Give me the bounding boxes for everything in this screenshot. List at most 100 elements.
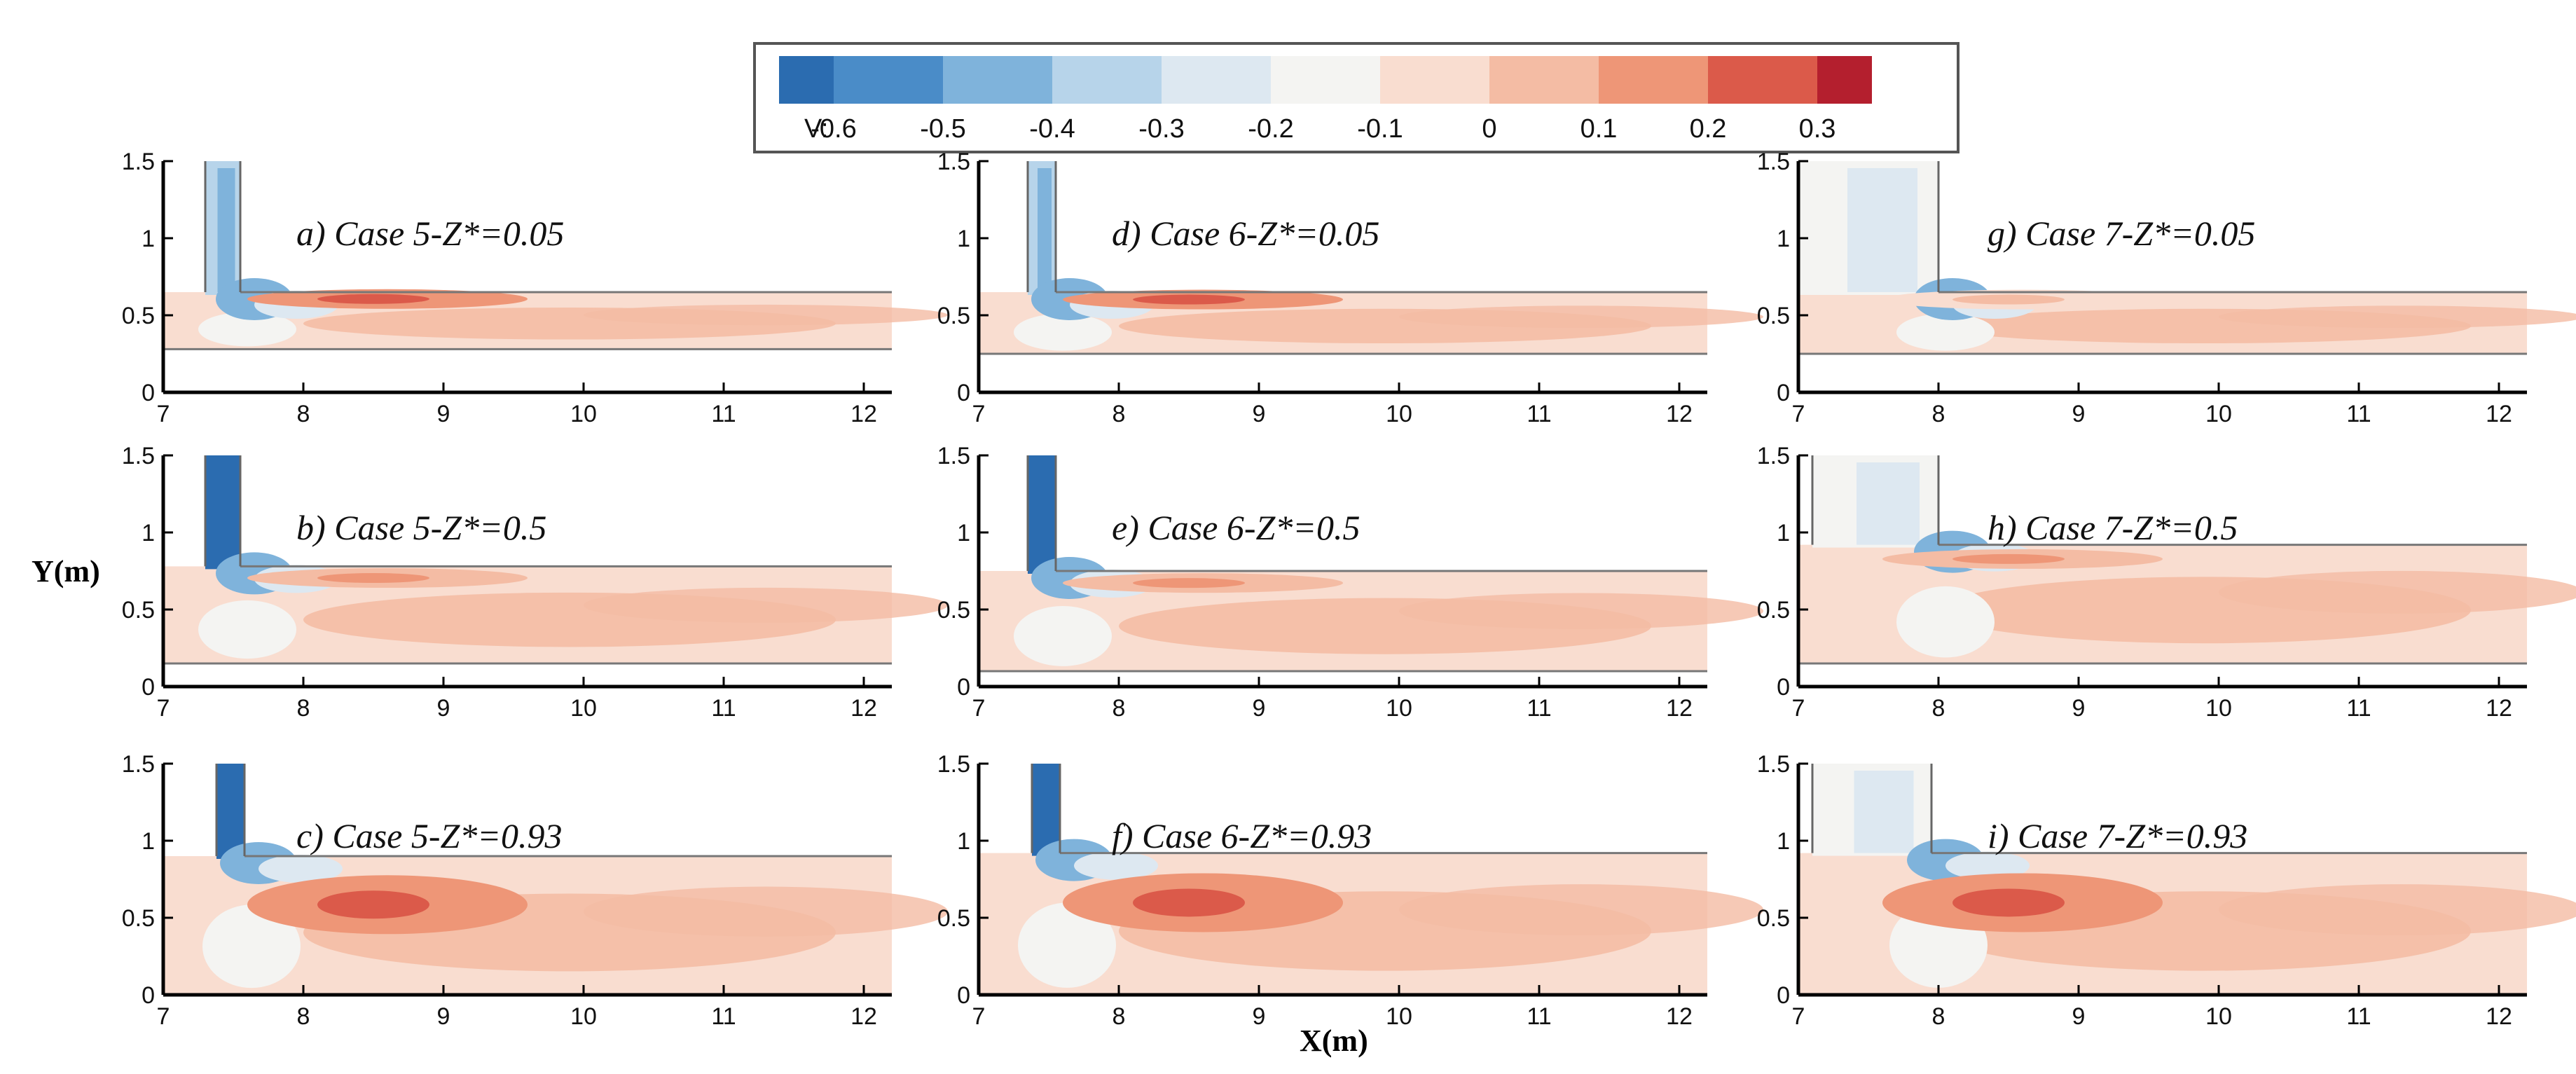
y-tick-label: 1: [957, 226, 970, 252]
x-tick-label: 11: [2346, 1003, 2371, 1030]
x-tick-label: 7: [157, 401, 170, 427]
x-tick-label: 8: [1932, 1003, 1945, 1030]
colorbar-tick-label: 0: [1482, 114, 1496, 144]
positive-blob-core: [1952, 294, 2065, 305]
y-tick-label: 0.5: [122, 905, 155, 932]
colorbar-swatch: [1271, 56, 1380, 104]
x-tick-label: 8: [297, 401, 310, 427]
x-tick-label: 11: [711, 401, 736, 427]
x-tick-label: 7: [157, 695, 170, 722]
y-tick-label: 0.5: [1757, 597, 1790, 624]
y-tick-label: 0: [142, 674, 155, 701]
y-tick-label: 0: [957, 982, 970, 1009]
y-tick-label: 0.5: [1757, 303, 1790, 329]
velocity-band: [584, 886, 948, 937]
x-tick-label: 10: [1386, 695, 1412, 722]
panel-title: e) Case 6-Z*=0.5: [1112, 508, 1361, 547]
colorbar-tick-label: -0.2: [1248, 114, 1293, 144]
x-tick-label: 8: [297, 695, 310, 722]
colorbar: V: -0.6 -0.5 -0.4 -0.3 -0.2 -0.1 0 0.1 0.2 0.3: [753, 42, 1959, 153]
x-tick-label: 9: [1253, 401, 1266, 427]
x-tick-label: 9: [1253, 695, 1266, 722]
x-tick-label: 7: [157, 1003, 170, 1030]
y-tick-label: 1: [142, 226, 155, 252]
x-tick-label: 10: [2205, 1003, 2232, 1030]
colorbar-swatch: [943, 56, 1052, 104]
y-tick-label: 1.5: [122, 443, 155, 469]
x-tick-label: 8: [297, 1003, 310, 1030]
colorbar-swatch: [779, 56, 834, 104]
x-tick-label: 9: [437, 1003, 450, 1030]
colorbar-label: V:: [804, 114, 829, 144]
x-tick-label: 8: [1932, 401, 1945, 427]
panel-f: 7 8 9 10 11 12 0 0.5 1 1.5 f) Case 6-Z*=0.93: [937, 751, 1763, 1030]
x-tick-label: 10: [1386, 1003, 1412, 1030]
colorbar-tick-label: -0.3: [1138, 114, 1184, 144]
panel-g: 7 8 9 10 11 12 0 0.5 1 1.5 g) Case 7-Z*=0.05: [1757, 149, 2576, 427]
panel-e: 7 8 9 10 11 12 0 0.5 1 1.5 e) Case 6-Z*=0.5: [937, 443, 1763, 722]
colorbar-ticks: -0.6 -0.5 -0.4 -0.3 -0.2 -0.1 0 0.1 0.2 0.3: [811, 114, 1835, 144]
x-tick-label: 7: [972, 1003, 986, 1030]
panel-a: 7 8 9 10 11 12 0 0.5 1 1.5 a) Case 5-Z*=0.05: [122, 149, 948, 427]
positive-blob-core: [317, 573, 429, 584]
wake-region: [198, 312, 296, 347]
y-tick-label: 0: [1777, 380, 1790, 406]
wake-region: [1896, 313, 1995, 351]
x-tick-label: 7: [972, 695, 986, 722]
colorbar-swatch: [834, 56, 943, 104]
panel-i: 7 8 9 10 11 12 0 0.5 1 1.5 i) Case 7-Z*=0.93: [1757, 751, 2576, 1030]
wake-region: [1896, 586, 1995, 658]
positive-blob-core: [1952, 888, 2065, 917]
x-tick-label: 12: [1666, 1003, 1693, 1030]
jet-tail: [1074, 851, 1158, 880]
wake-region: [202, 904, 301, 989]
wake-region: [1014, 313, 1112, 351]
jet-core: [1038, 462, 1052, 571]
colorbar-swatch: [1599, 56, 1708, 104]
y-axis-title: Y(m): [32, 554, 100, 588]
jet-core: [217, 168, 235, 292]
x-tick-label: 11: [1527, 695, 1551, 722]
x-tick-label: 8: [1932, 695, 1945, 722]
y-tick-label: 1.5: [1757, 751, 1790, 778]
x-tick-label: 8: [1113, 401, 1126, 427]
y-tick-label: 1.5: [937, 751, 970, 778]
y-tick-label: 0.5: [937, 303, 970, 329]
jet-core: [1847, 168, 1917, 292]
colorbar-swatch: [1162, 56, 1271, 104]
y-tick-label: 0.5: [1757, 905, 1790, 932]
x-tick-label: 12: [1666, 695, 1693, 722]
y-tick-label: 1.5: [1757, 443, 1790, 469]
x-tick-label: 7: [1792, 401, 1805, 427]
x-tick-label: 11: [711, 695, 736, 722]
y-tick-label: 1: [957, 520, 970, 546]
x-tick-label: 10: [570, 695, 597, 722]
x-tick-label: 11: [2346, 401, 2371, 427]
y-tick-label: 1: [1777, 828, 1790, 855]
y-tick-label: 0: [957, 380, 970, 406]
colorbar-swatch: [1817, 56, 1872, 104]
panel-d: 7 8 9 10 11 12 0 0.5 1 1.5 d) Case 6-Z*=0.05: [937, 149, 1763, 427]
panel-title: h) Case 7-Z*=0.5: [1988, 508, 2238, 547]
x-tick-label: 9: [437, 401, 450, 427]
jet-core: [1042, 771, 1056, 853]
jet-tail: [1945, 851, 2030, 880]
y-tick-label: 1.5: [937, 149, 970, 175]
y-tick-label: 1: [1777, 226, 1790, 252]
colorbar-tick-label: -0.5: [920, 114, 965, 144]
colorbar-swatch: [1052, 56, 1162, 104]
y-tick-label: 0.5: [937, 905, 970, 932]
positive-blob-core: [1133, 578, 1245, 588]
colorbar-tick-label: 0.3: [1799, 114, 1836, 144]
colorbar-swatch: [1708, 56, 1817, 104]
colorbar-tick-label: -0.1: [1357, 114, 1403, 144]
x-tick-label: 12: [850, 695, 877, 722]
panel-title: a) Case 5-Z*=0.05: [296, 214, 564, 253]
y-tick-label: 0: [1777, 982, 1790, 1009]
positive-blob-core: [1133, 294, 1245, 305]
x-tick-label: 9: [437, 695, 450, 722]
jet-core: [1038, 168, 1052, 292]
y-tick-label: 1: [1777, 520, 1790, 546]
velocity-band: [1399, 593, 1763, 629]
x-tick-label: 9: [2072, 695, 2086, 722]
